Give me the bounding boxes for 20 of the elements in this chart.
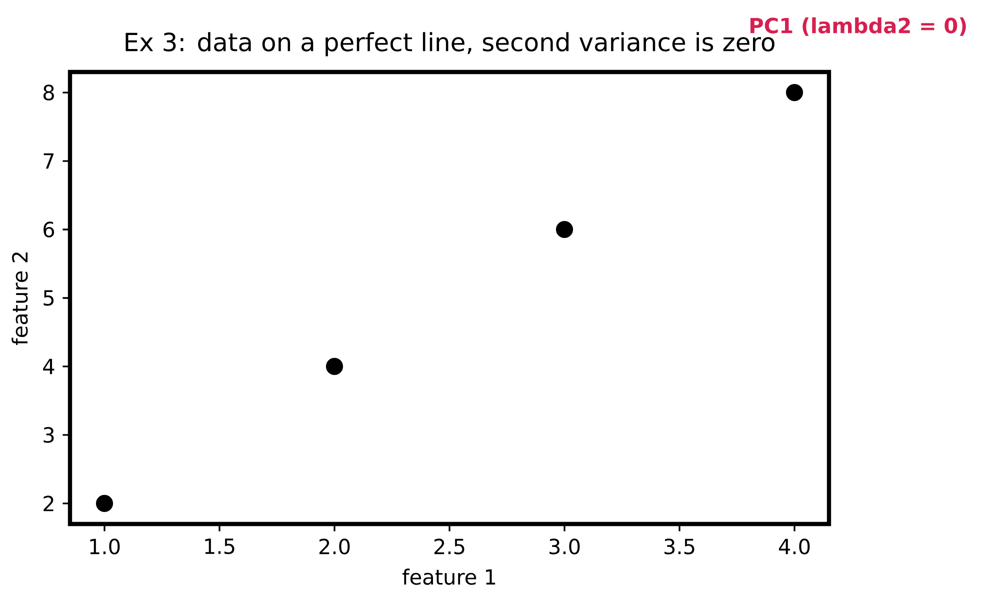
x-tick-label: 3.5 <box>664 538 694 554</box>
point <box>96 494 114 512</box>
point <box>556 220 574 238</box>
y-tick-label: 6 <box>44 222 54 238</box>
y-tick-label: 7 <box>44 153 54 169</box>
y-tick-label: 8 <box>44 84 54 100</box>
y-tick-label: 5 <box>44 290 54 306</box>
y-tick-label: 3 <box>44 427 54 443</box>
x-tick-label: 3.0 <box>550 538 580 554</box>
x-tick-label: 1.0 <box>90 538 120 554</box>
y-axis-title: feature 2 <box>12 252 28 346</box>
x-tick-label: 4.0 <box>778 538 810 554</box>
x-axis-title: feature 1 <box>402 568 496 585</box>
y-tick-label: 2 <box>44 496 54 512</box>
x-tick-label: 2.5 <box>434 538 464 554</box>
x-tick-label: 2.0 <box>319 538 350 554</box>
x-tick-label: 1.5 <box>205 538 234 554</box>
point <box>786 84 804 102</box>
point <box>326 358 344 376</box>
y-tick-label: 4 <box>43 358 54 374</box>
